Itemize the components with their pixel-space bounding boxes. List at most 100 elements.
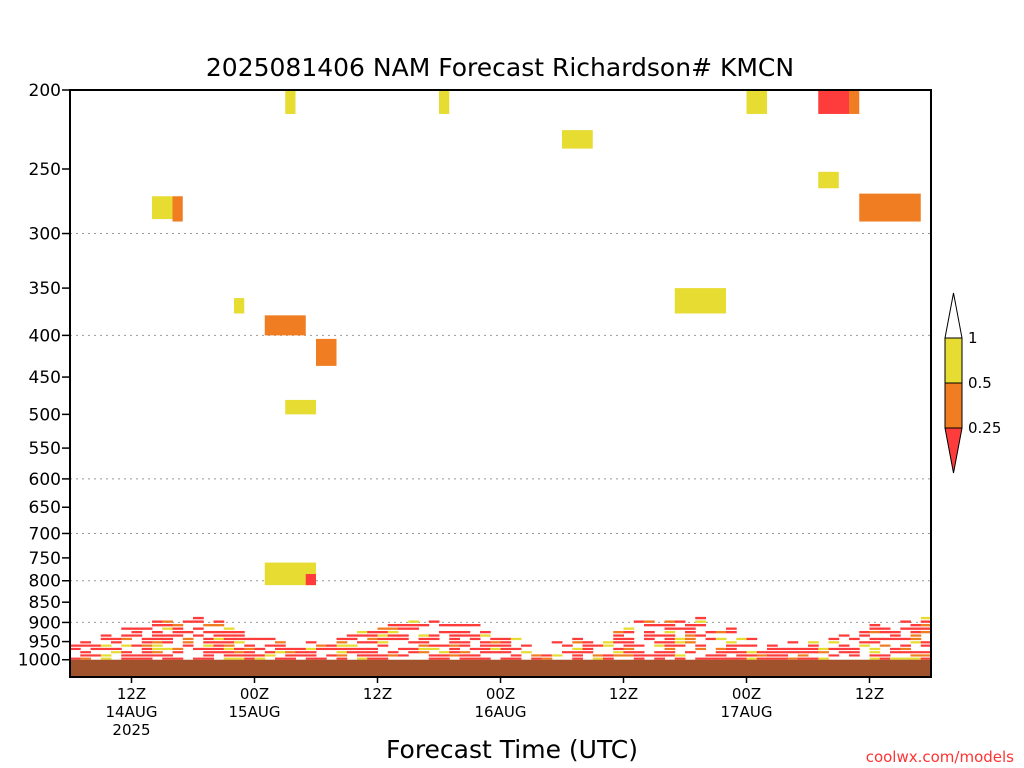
bl-cell xyxy=(336,641,348,644)
bl-cell xyxy=(203,630,214,634)
bl-cell xyxy=(920,641,931,644)
bl-cell xyxy=(387,627,399,630)
bl-cell xyxy=(469,624,481,627)
bl-cell xyxy=(695,657,706,660)
bl-cell xyxy=(705,654,717,657)
bl-cell xyxy=(121,657,132,660)
bl-cell xyxy=(490,644,501,647)
ri-region-7 xyxy=(859,193,921,222)
bl-cell xyxy=(213,637,225,641)
bl-cell xyxy=(121,627,132,630)
bl-cell xyxy=(849,654,860,657)
bl-cell xyxy=(377,630,389,634)
bl-cell xyxy=(449,624,460,627)
bl-cell xyxy=(459,651,471,654)
bl-cell xyxy=(920,624,931,627)
bl-cell xyxy=(121,634,132,637)
ri-region-13 xyxy=(285,399,316,415)
bl-cell xyxy=(387,654,399,657)
ri-region-1 xyxy=(439,90,450,114)
bl-cell xyxy=(674,620,686,623)
bl-cell xyxy=(582,647,594,651)
bl-cell xyxy=(316,647,327,651)
bl-cell xyxy=(213,620,225,623)
bl-cell xyxy=(623,630,635,634)
bl-cell xyxy=(756,654,768,657)
bl-cell xyxy=(695,634,706,637)
bl-cell xyxy=(644,634,655,637)
bl-cell xyxy=(685,630,696,634)
bl-cell xyxy=(500,651,512,654)
bl-cell xyxy=(674,654,686,657)
bl-cell xyxy=(172,627,184,630)
bl-cell xyxy=(357,654,368,657)
plot-area xyxy=(70,90,931,677)
credit-text: coolwx.com/models xyxy=(866,748,1014,766)
y-tick-label-900: 900 xyxy=(29,613,61,633)
bl-cell xyxy=(234,634,245,637)
bl-cell xyxy=(336,647,348,651)
bl-cell xyxy=(592,644,604,647)
bl-cell xyxy=(152,654,163,657)
bl-cell xyxy=(193,657,204,660)
x-tick-label-6-0: 12Z xyxy=(855,685,884,703)
bl-cell xyxy=(111,641,122,644)
bl-cell xyxy=(890,630,901,634)
bl-cell xyxy=(469,647,481,651)
bl-cell xyxy=(664,620,676,623)
bl-cell xyxy=(367,637,378,641)
bl-cell xyxy=(644,654,655,657)
bl-cell xyxy=(838,651,850,654)
bl-cell xyxy=(726,627,737,630)
bl-cell xyxy=(695,624,706,627)
bl-cell xyxy=(213,651,225,654)
bl-cell xyxy=(920,620,931,623)
bl-cell xyxy=(162,657,173,660)
bl-cell xyxy=(613,630,624,634)
bl-cell xyxy=(244,647,255,651)
bl-cell xyxy=(449,637,460,641)
bl-cell xyxy=(162,641,173,644)
bl-cell xyxy=(111,637,122,641)
bl-cell xyxy=(828,654,840,657)
y-tick-label-500: 500 xyxy=(29,405,61,425)
bl-cell xyxy=(162,624,173,627)
bl-cell xyxy=(808,644,819,647)
bl-cell xyxy=(193,616,204,620)
bl-cell xyxy=(869,651,881,654)
bl-cell xyxy=(756,657,768,660)
bl-cell xyxy=(664,654,676,657)
bl-cell xyxy=(223,644,235,647)
colorbar-label-0.5: 0.5 xyxy=(968,374,992,392)
bl-cell xyxy=(275,651,286,654)
bl-cell xyxy=(213,634,225,637)
bl-cell xyxy=(131,644,143,647)
bl-cell xyxy=(787,651,799,654)
bl-cell xyxy=(572,657,583,660)
bl-cell xyxy=(920,651,931,654)
bl-cell xyxy=(715,647,727,651)
bl-cell xyxy=(100,654,112,657)
bl-cell xyxy=(726,647,737,651)
bl-cell xyxy=(141,657,153,660)
ri-region-11 xyxy=(264,315,306,336)
bl-cell xyxy=(234,647,245,651)
bl-cell xyxy=(418,644,430,647)
bl-cell xyxy=(275,644,286,647)
bl-cell xyxy=(131,627,143,630)
y-tick-label-550: 550 xyxy=(29,439,61,459)
bl-cell xyxy=(141,637,153,641)
bl-cell xyxy=(808,647,819,651)
bl-cell xyxy=(234,637,245,641)
bl-cell xyxy=(480,651,491,654)
bl-cell xyxy=(767,654,778,657)
x-tick-label-5-1: 17AUG xyxy=(721,703,773,721)
bl-cell xyxy=(121,654,132,657)
bl-cell xyxy=(818,651,829,654)
bl-cell xyxy=(490,647,501,651)
bl-cell xyxy=(428,620,440,623)
bl-cell xyxy=(603,657,614,660)
bl-cell xyxy=(141,647,153,651)
bl-cell xyxy=(90,654,102,657)
bl-cell xyxy=(838,644,850,647)
